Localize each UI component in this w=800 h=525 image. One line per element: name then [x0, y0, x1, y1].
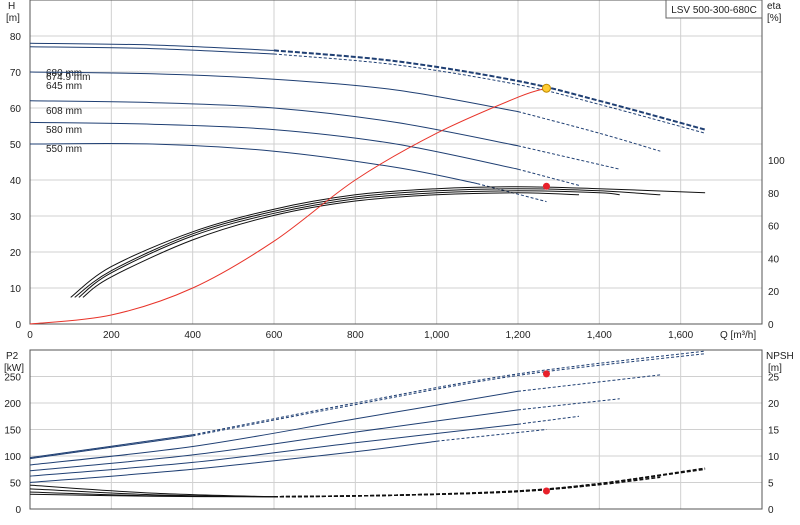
x-tick-label: 0	[27, 330, 33, 341]
axis-tick-labels: 0 200 400 600 800 1,000 1,200 1,400 1,6000102030…	[4, 32, 785, 516]
head-curve	[29, 46, 275, 55]
x-tick-label: 400	[184, 330, 201, 341]
duty-point-head	[541, 83, 551, 93]
impeller-diameter-label: 580 mm	[46, 125, 82, 136]
impeller-diameter-label: 645 mm	[46, 81, 82, 92]
x-tick-label: 1,200	[505, 330, 530, 341]
power-curve-extension	[192, 350, 706, 436]
npsh-curve-extension	[273, 468, 706, 498]
head-tick-label: 60	[10, 104, 22, 115]
npsh-curve	[29, 493, 275, 498]
power-axis-label: P2	[6, 351, 19, 362]
x-tick-label: 600	[266, 330, 283, 341]
eta-tick-label: 20	[768, 287, 780, 298]
head-tick-label: 40	[10, 176, 22, 187]
npsh-curve-extension	[273, 481, 620, 498]
duty-point-npsh	[542, 487, 550, 495]
efficiency-curve	[74, 188, 661, 298]
npsh-tick-label: 20	[768, 399, 780, 410]
head-curve	[29, 121, 519, 170]
impeller-diameter-label: 674.9 mm	[46, 72, 90, 83]
chart-title: LSV 500-300-680C	[671, 5, 757, 16]
eta-tick-label: 60	[768, 222, 780, 233]
head-tick-label: 50	[10, 140, 22, 151]
bottom-gridlines	[30, 350, 762, 509]
chart-title-box	[665, 0, 763, 19]
power-tick-label: 100	[4, 452, 21, 463]
power-tick-label: 150	[4, 426, 21, 437]
head-curve-extension	[517, 111, 661, 152]
impeller-diameter-label: 550 mm	[46, 144, 82, 155]
power-curve	[29, 390, 519, 466]
eta-tick-label: 100	[768, 156, 785, 167]
head-tick-label: 80	[10, 32, 22, 43]
power-tick-label: 50	[10, 479, 22, 490]
npsh-tick-label: 10	[768, 452, 780, 463]
power-axis-unit: [kW]	[4, 363, 24, 374]
x-tick-label: 1,600	[668, 330, 693, 341]
efficiency-curve	[78, 190, 620, 298]
duty-point-power	[542, 370, 550, 378]
head-curve	[29, 142, 478, 185]
head-tick-label: 30	[10, 212, 22, 223]
impeller-diameter-label: 608 mm	[46, 106, 82, 117]
power-curve	[29, 435, 193, 460]
power-curve-extension	[517, 398, 620, 411]
npsh-tick-label: 25	[768, 373, 780, 384]
head-tick-label: 20	[10, 248, 22, 259]
power-curve	[29, 440, 437, 483]
bottom-plot-frame	[29, 349, 763, 510]
x-tick-label: 1,400	[587, 330, 612, 341]
power-curve-extension	[517, 415, 580, 425]
x-tick-label: 800	[347, 330, 364, 341]
x-tick-label: 200	[103, 330, 120, 341]
eta-axis-unit: [%]	[767, 13, 782, 24]
power-tick-label: 250	[4, 373, 21, 384]
duty-point-efficiency	[542, 182, 550, 190]
power-npsh-series	[29, 350, 706, 498]
npsh-tick-label: 15	[768, 426, 780, 437]
head-tick-label: 10	[10, 284, 22, 295]
head-curve-extension	[517, 145, 620, 170]
eta-tick-label: 80	[768, 189, 780, 200]
head-curve	[29, 42, 275, 51]
power-curve-extension	[517, 374, 661, 392]
efficiency-curve	[70, 186, 706, 298]
top-plot-frame	[29, 0, 763, 325]
system-curve	[29, 87, 547, 325]
npsh-tick-label: 0	[768, 505, 774, 516]
eta-axis-label: eta	[767, 1, 781, 12]
npsh-axis-label: NPSH	[766, 351, 794, 362]
head-tick-label: 70	[10, 68, 22, 79]
head-curve-extension	[273, 53, 706, 134]
head-curve-extension	[517, 168, 580, 186]
power-curve	[29, 409, 519, 472]
head-axis-unit: [m]	[6, 13, 20, 24]
head-curve	[29, 71, 519, 113]
head-tick-label: 0	[15, 320, 21, 331]
x-tick-label: 1,000	[424, 330, 449, 341]
eta-tick-label: 0	[768, 320, 774, 331]
head-curve	[29, 100, 519, 147]
npsh-axis-unit: [m]	[768, 363, 782, 374]
power-tick-label: 200	[4, 399, 21, 410]
efficiency-curve	[82, 192, 580, 298]
head-curve-extension	[273, 49, 706, 131]
npsh-tick-label: 5	[768, 479, 774, 490]
head-axis-label: H	[8, 1, 15, 12]
flow-axis-label: Q [m³/h]	[720, 330, 756, 341]
power-curve	[29, 423, 519, 477]
eta-tick-label: 40	[768, 254, 780, 265]
power-curve-extension	[436, 429, 547, 442]
power-curve-extension	[192, 353, 706, 437]
impeller-diameter-label: 680 mm	[46, 68, 82, 79]
power-curve	[29, 434, 193, 459]
power-tick-label: 0	[15, 505, 21, 516]
